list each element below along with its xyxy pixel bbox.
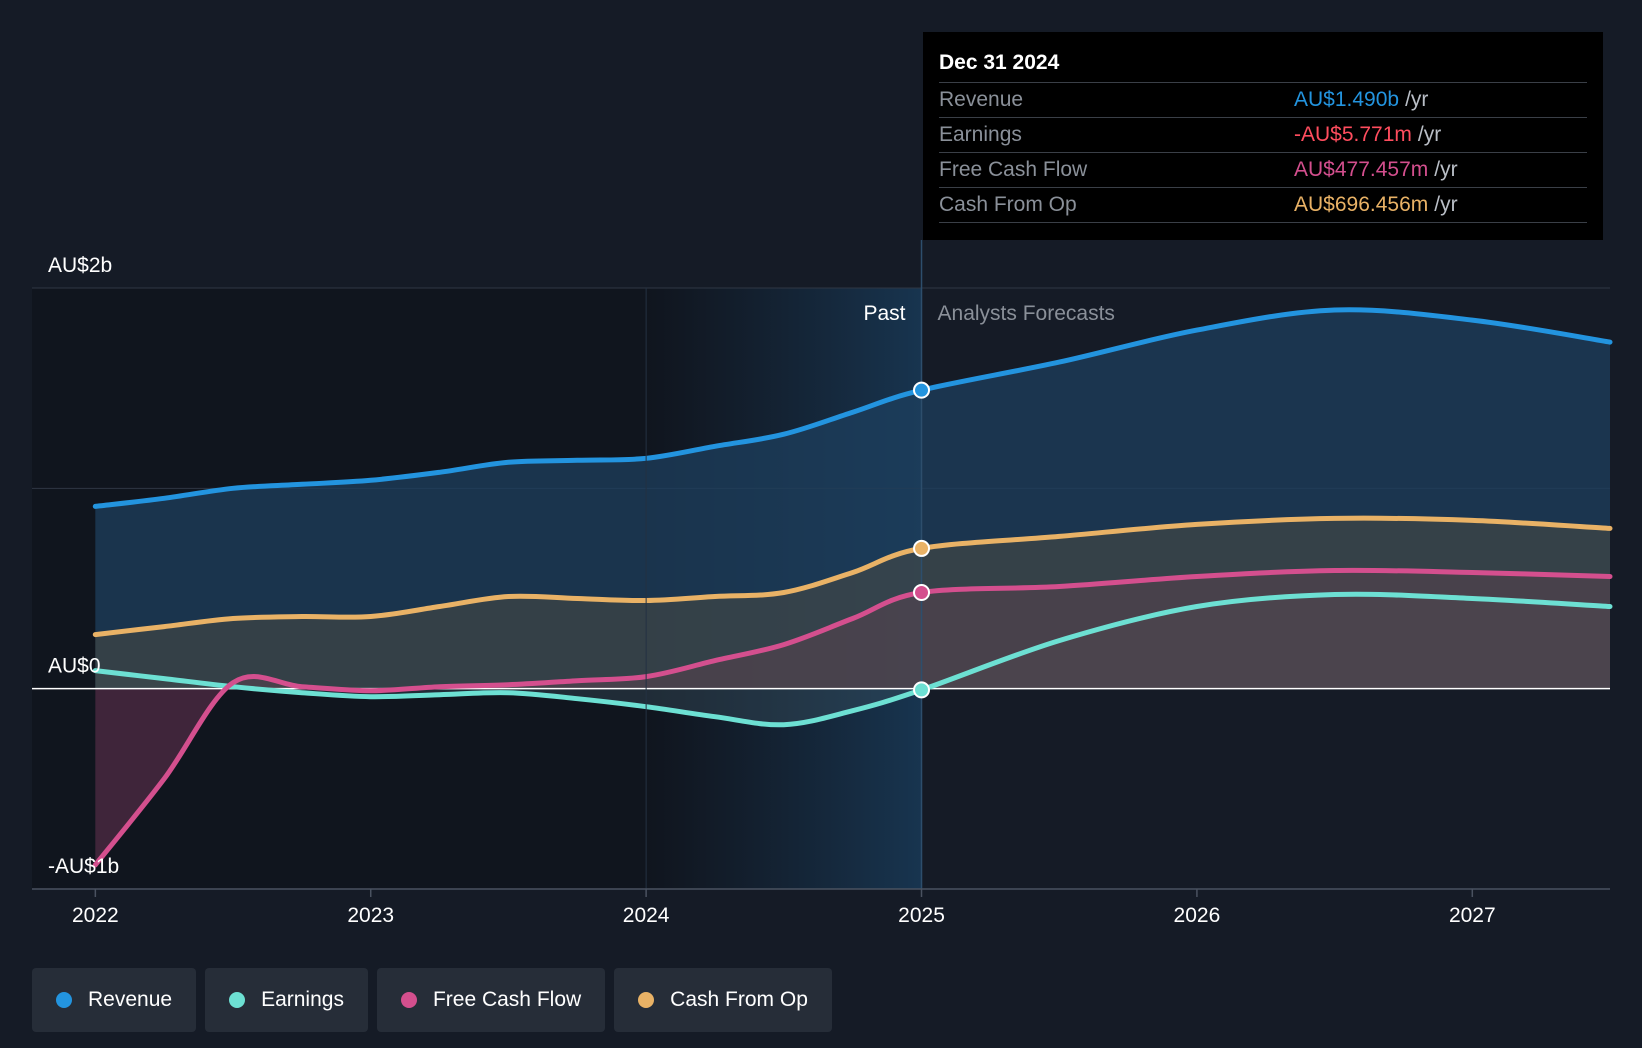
tooltip-row-cash-from-op: Cash From Op AU$696.456m /yr [939,188,1587,223]
tooltip-value: AU$477.457m [1294,158,1429,181]
marker-earnings [913,681,931,699]
x-tick-label: 2024 [623,904,670,927]
tooltip-unit: /yr [1434,193,1458,216]
line-cash-from-op [92,515,1613,638]
x-tick-label: 2027 [1449,904,1496,927]
tooltip: Dec 31 2024 Revenue AU$1.490b /yr Earnin… [923,32,1603,240]
y-tick-label: AU$2b [48,254,112,277]
legend-dot-icon [229,992,246,1008]
legend: Revenue Earnings Free Cash Flow Cash Fro… [32,968,832,1032]
tooltip-label: Cash From Op [939,193,1077,216]
legend-dot-icon [56,992,72,1008]
legend-item-earnings[interactable]: Earnings [205,968,368,1032]
tooltip-value: AU$1.490b [1294,88,1400,111]
series-lines [92,307,1613,868]
tooltip-date: Dec 31 2024 [939,48,1587,83]
legend-label: Earnings [261,988,344,1011]
x-tick-label: 2023 [347,904,394,927]
legend-dot-icon [638,992,655,1008]
legend-label: Cash From Op [670,988,808,1011]
tooltip-unit: /yr [1405,88,1429,111]
line-free-cash-flow [92,567,1613,868]
analysts-forecasts-label: Analysts Forecasts [938,302,1115,325]
x-tick-label: 2025 [898,904,945,927]
tooltip-value: -AU$5.771m [1294,123,1412,146]
y-tick-label: AU$0 [48,655,101,678]
x-tick-label: 2022 [72,904,119,927]
marker-free-cash-flow [913,584,931,602]
tooltip-row-free-cash-flow: Free Cash Flow AU$477.457m /yr [939,153,1587,188]
tooltip-row-earnings: Earnings -AU$5.771m /yr [939,118,1587,153]
line-earnings [92,591,1613,728]
legend-label: Free Cash Flow [432,988,582,1011]
y-tick-label: -AU$1b [48,855,119,878]
marker-revenue [913,381,931,399]
legend-item-revenue[interactable]: Revenue [32,968,197,1032]
tooltip-label: Earnings [939,123,1022,146]
line-revenue [92,307,1613,509]
legend-label: Revenue [88,988,173,1011]
legend-item-free-cash-flow[interactable]: Free Cash Flow [376,968,606,1032]
tooltip-label: Revenue [939,88,1024,111]
tooltip-unit: /yr [1417,123,1442,146]
legend-dot-icon [400,992,417,1008]
area-cash-from-op [95,518,1610,689]
tooltip-markers [913,381,931,699]
y-axis-labels: AU$2b AU$0 -AU$1b [48,254,119,878]
past-label: Past [863,302,905,325]
legend-item-cash-from-op[interactable]: Cash From Op [614,968,832,1032]
tooltip-value: AU$696.456m [1294,193,1429,216]
x-tick-label: 2026 [1174,904,1221,927]
tooltip-row-revenue: Revenue AU$1.490b /yr [939,83,1587,118]
tooltip-unit: /yr [1434,158,1458,181]
x-axis: 2022 2023 2024 2025 2026 2027 [32,888,1610,927]
tooltip-label: Free Cash Flow [939,158,1088,181]
marker-cash-from-op [913,539,931,557]
